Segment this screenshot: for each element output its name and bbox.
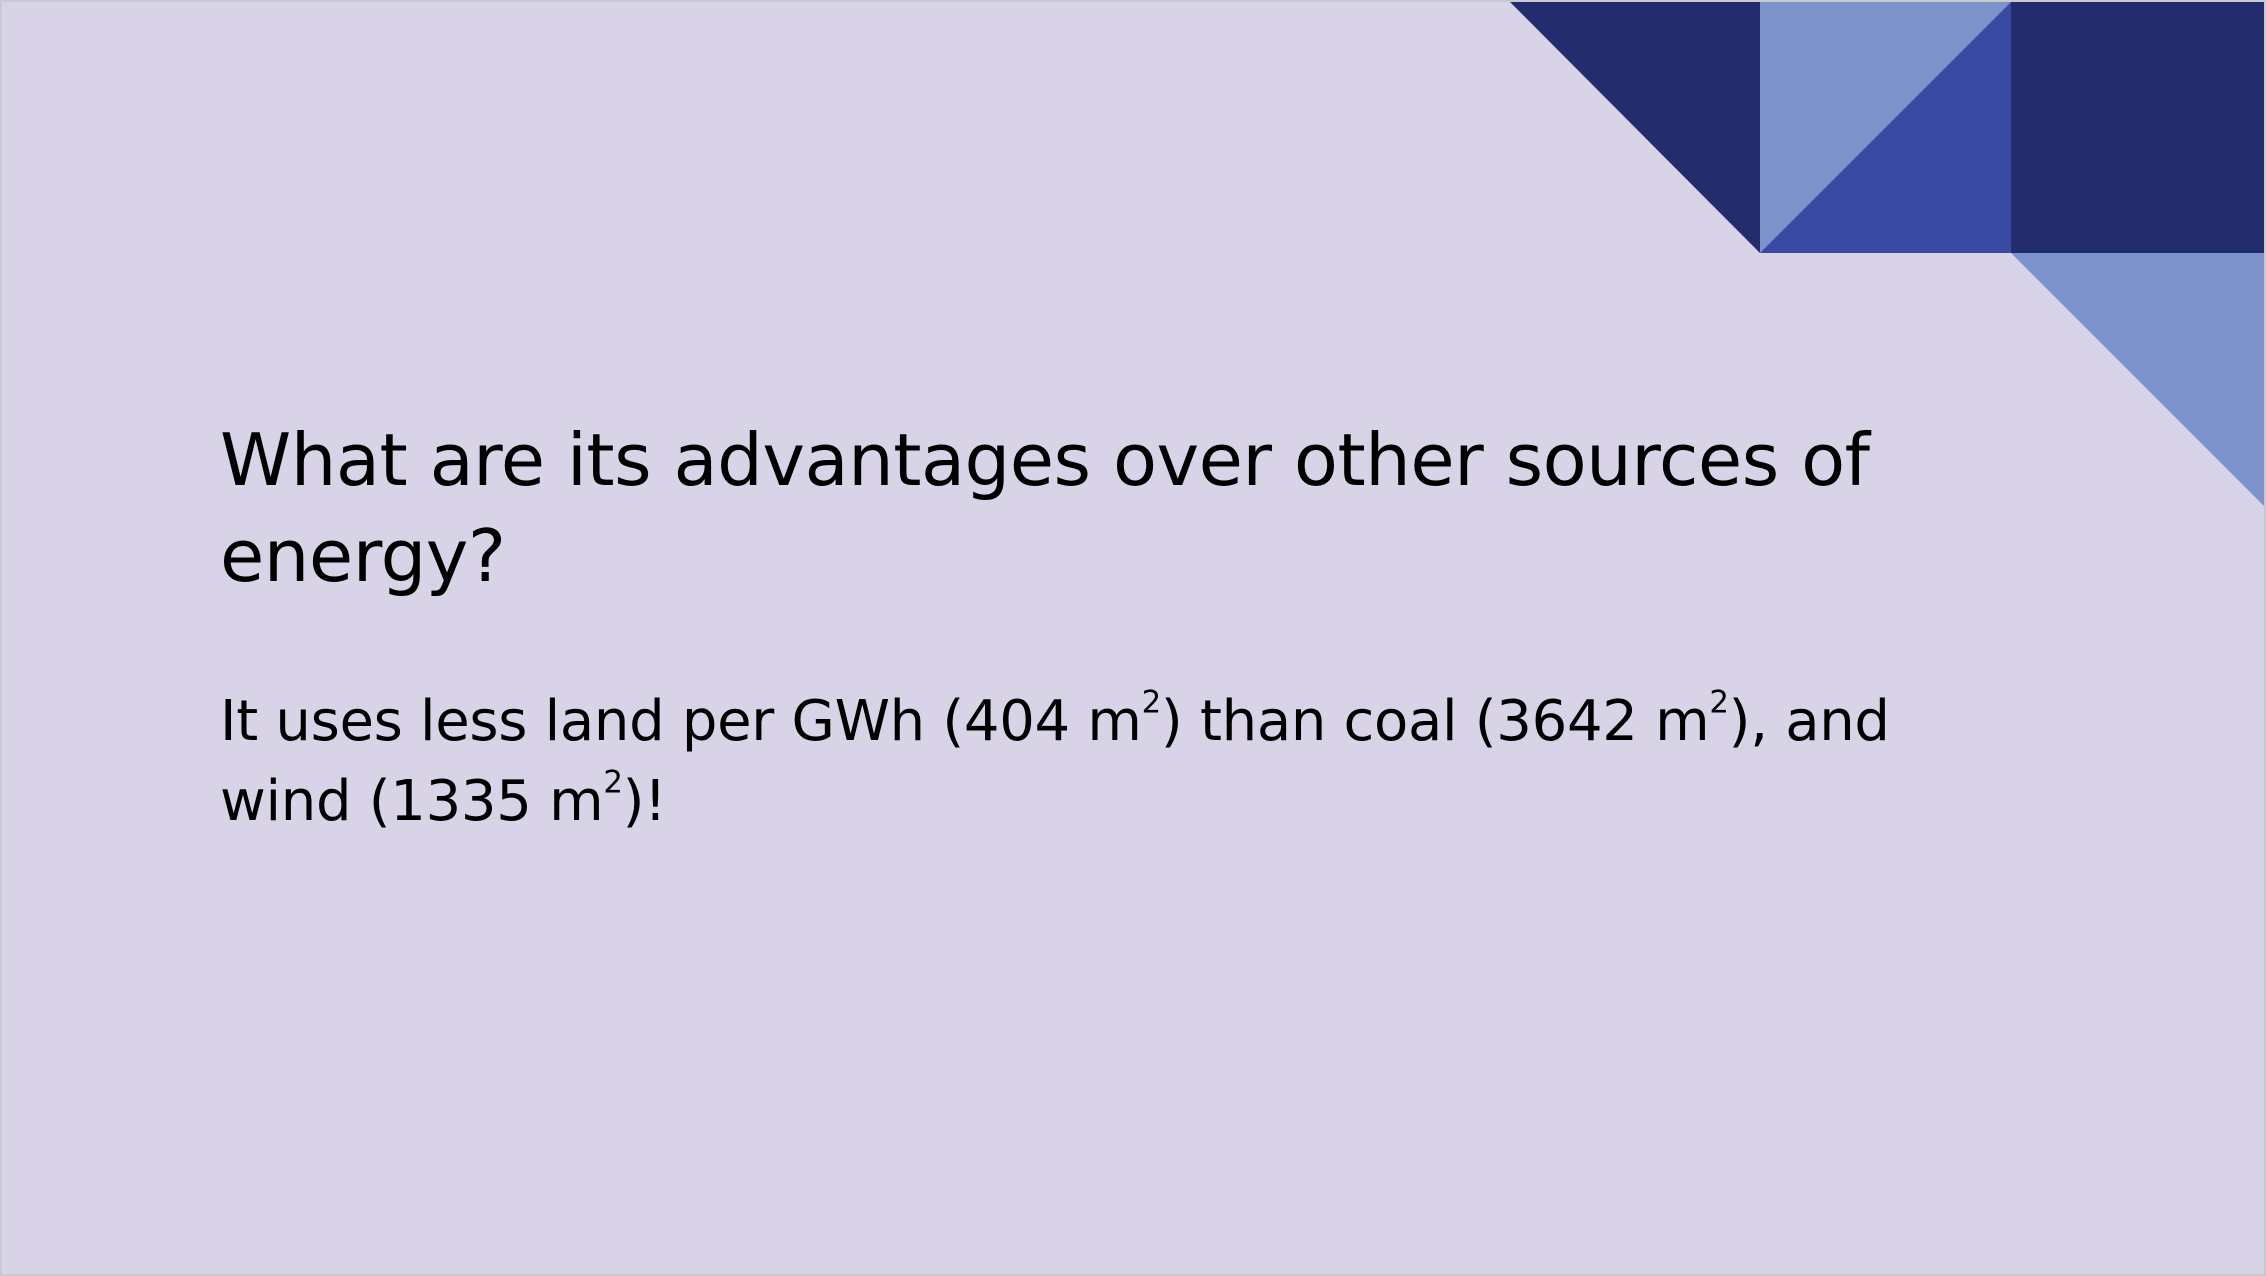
superscript-squared-3: 2 xyxy=(603,764,623,801)
periwinkle-triangle-lower xyxy=(2011,253,2264,506)
slide-body-text: It uses less land per GWh (404 m2) than … xyxy=(220,682,2000,842)
superscript-squared-1: 2 xyxy=(1141,684,1162,721)
body-text-part-2: ) than coal (3642 m xyxy=(1160,689,1710,754)
body-text-part-4: )! xyxy=(622,769,667,834)
superscript-squared-2: 2 xyxy=(1709,684,1729,721)
slide-title: What are its advantages over other sourc… xyxy=(220,418,1870,598)
royal-blue-triangle xyxy=(1760,2,2011,253)
body-text-part-3: ), and wind (1335 m xyxy=(220,689,1890,834)
navy-block-right xyxy=(2011,2,2264,253)
body-text-part-1: It uses less land per GWh (404 m xyxy=(220,689,1142,754)
navy-triangle-left xyxy=(1510,2,1760,253)
periwinkle-square xyxy=(1760,2,2011,253)
